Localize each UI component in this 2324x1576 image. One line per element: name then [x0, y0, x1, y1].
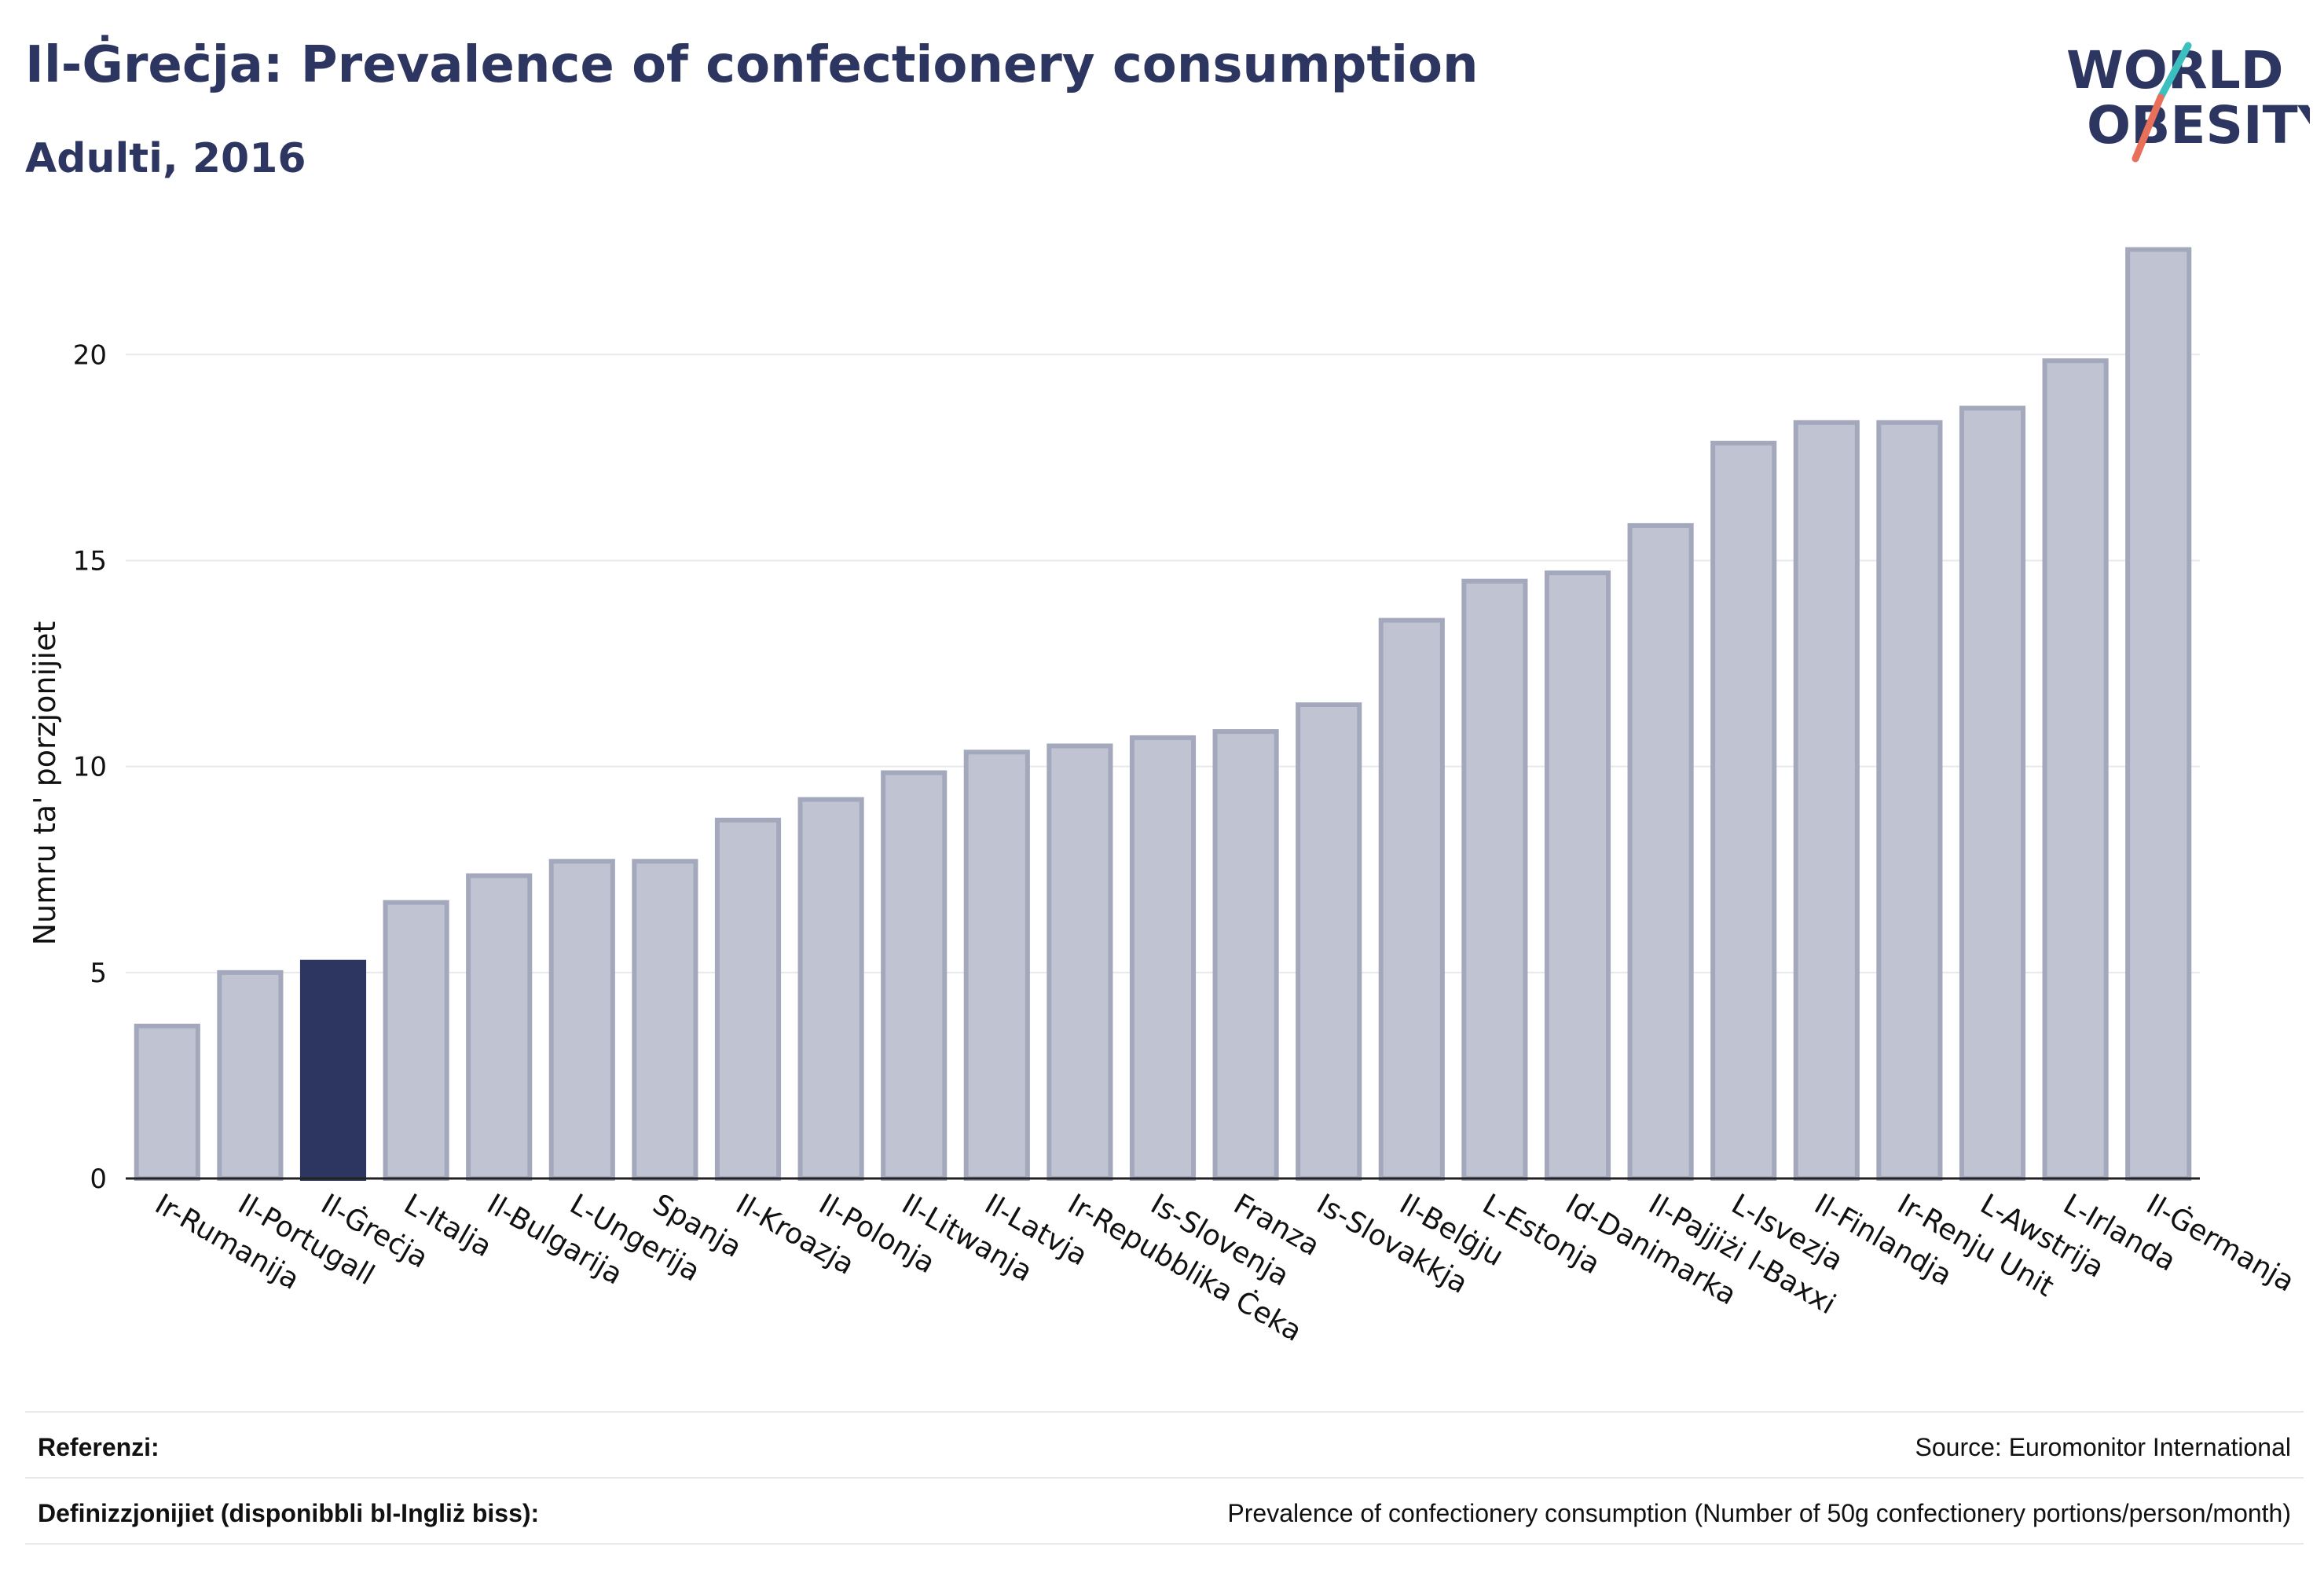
references-label: Referenzi:	[38, 1432, 159, 1461]
bar-ir-rumanija	[134, 1023, 200, 1182]
page-title: Il-Ġreċja: Prevalence of confectionery c…	[25, 36, 1479, 94]
footer-references-row: Referenzi: Source: Euromonitor Internati…	[38, 1416, 2291, 1479]
y-tick-label: 5	[90, 958, 107, 989]
y-tick-label: 15	[73, 545, 107, 577]
bar-il-bulgarija	[466, 873, 533, 1182]
world-obesity-logo: WORLD OBESITY	[2066, 40, 2310, 163]
logo-accent-coral	[2132, 93, 2165, 163]
bar-il-pajji-i-l-baxxi	[1627, 522, 1694, 1181]
bar-il-portugall	[217, 969, 284, 1181]
logo-word-obesity: OBESITY	[2087, 95, 2310, 156]
definitions-label: Definizzjonijiet (disponibbli bl-Ingliż …	[38, 1498, 540, 1527]
y-tick-label: 20	[73, 339, 107, 371]
logo-accent-teal	[2157, 42, 2192, 101]
bar-franza	[1212, 729, 1279, 1181]
bar-il-kroazja	[714, 817, 782, 1181]
bar-il-ermanja	[2125, 247, 2192, 1181]
bar-il-latvja	[963, 750, 1030, 1181]
bar-spanja	[632, 859, 698, 1182]
bar-il-bel-ju	[1378, 618, 1445, 1181]
y-tick-label: 0	[90, 1164, 107, 1195]
references-value: Source: Euromonitor International	[1915, 1432, 2291, 1461]
footer-divider-middle	[25, 1477, 2304, 1479]
bar-id-danimarka	[1544, 570, 1611, 1181]
bar-l-awstrija	[1959, 405, 2026, 1181]
bar-l-irlanda	[2042, 358, 2109, 1181]
bar-il-polonja	[797, 797, 864, 1181]
bar-l-isvezja	[1710, 441, 1777, 1181]
footer-definitions-row: Definizzjonijiet (disponibbli bl-Ingliż …	[38, 1482, 2291, 1545]
definitions-value: Prevalence of confectionery consumption …	[1227, 1498, 2291, 1527]
y-tick-label: 10	[73, 752, 107, 783]
page-subtitle: Adulti, 2016	[25, 135, 306, 182]
bar-il-finlandja	[1793, 420, 1860, 1181]
bar-is-slovakkja	[1296, 702, 1362, 1181]
bar-ir-repubblika-eka	[1047, 743, 1113, 1181]
footer-divider-bottom	[25, 1543, 2304, 1545]
bar-il-re-ja	[299, 959, 367, 1182]
bar-il-litwanja	[881, 770, 948, 1181]
y-axis-label: Numru ta' porzjonijiet	[27, 621, 62, 946]
bar-l-italja	[383, 900, 449, 1182]
bar-is-slovenja	[1129, 735, 1197, 1181]
bar-l-ungerija	[548, 859, 615, 1182]
bar-ir-renju-unit	[1876, 420, 1943, 1181]
bar-l-estonja	[1461, 578, 1528, 1181]
footer-divider-top	[25, 1411, 2304, 1413]
